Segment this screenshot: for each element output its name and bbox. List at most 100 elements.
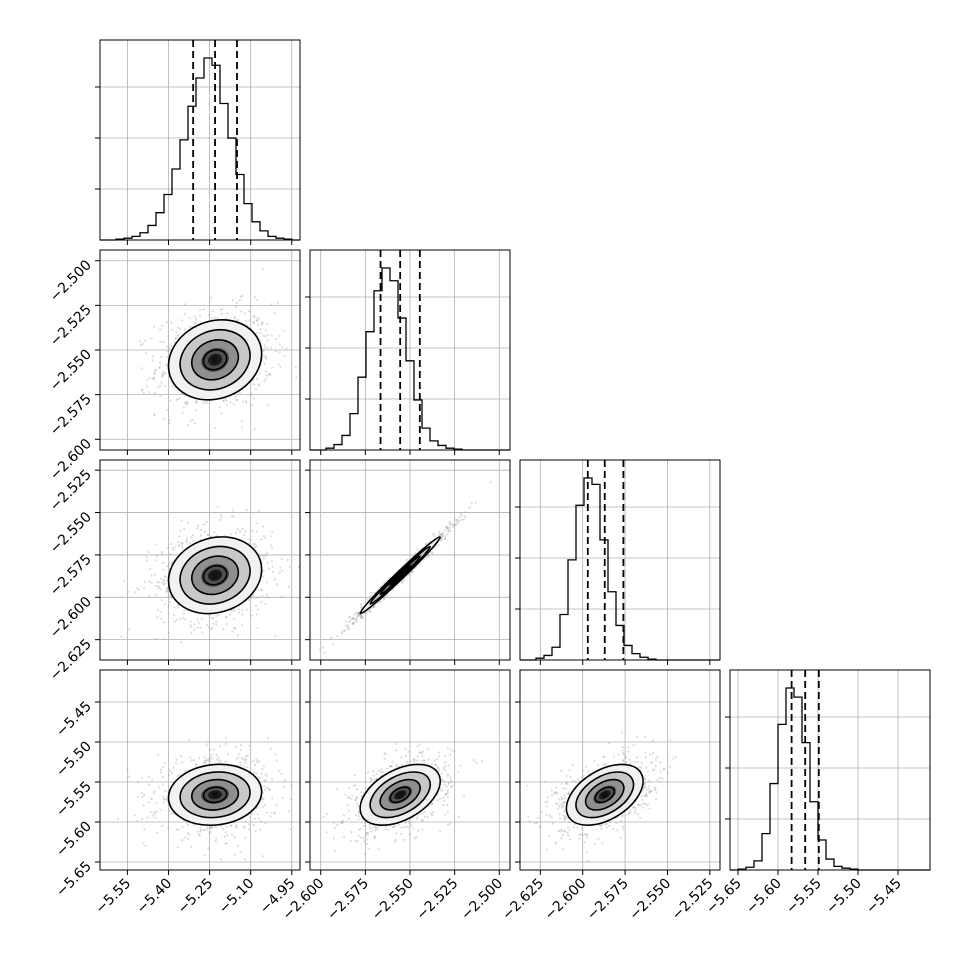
scatter-point [188,317,191,320]
scatter-point [156,608,159,612]
scatter-point [96,362,98,364]
scatter-point [199,827,202,830]
scatter-point [177,828,180,832]
scatter-point [241,294,244,297]
scatter-point [244,759,247,762]
scatter-point [257,509,260,512]
scatter-point [395,765,398,768]
scatter-point [181,547,184,550]
scatter-point [188,738,191,741]
scatter-point [383,597,386,600]
scatter-point [354,798,357,801]
scatter-point [289,798,292,801]
scatter-point [234,627,237,630]
scatter-point [264,356,268,359]
contour-line [389,786,411,804]
scatter-point [401,581,404,585]
scatter-point [415,817,419,820]
scatter-point [144,339,147,342]
scatter-point [244,762,247,765]
scatter-point [351,616,355,620]
x-tick-label: −2.550 [369,876,417,924]
histogram-panel-3: −5.65−5.60−5.55−5.50−5.45 [703,669,931,918]
scatter-point [244,319,248,323]
contour-line [379,778,421,811]
scatter-point [209,755,212,759]
scatter-point [432,811,435,814]
scatter-point [280,596,283,599]
y-tick-label: −5.50 [53,739,95,781]
scatter-point [357,613,360,616]
scatter-point [268,788,271,791]
scatter-point [447,781,450,785]
scatter-point [420,752,424,755]
scatter-point [162,801,165,804]
scatter-point [264,773,267,776]
scatter-point [340,632,344,635]
scatter-point [178,544,181,547]
scatter-point [278,769,281,772]
x-tick-label: −5.45 [863,876,905,918]
scatter-point [245,399,248,403]
scatter-point [153,813,156,816]
contour-line [359,763,441,826]
scatter-point [252,322,255,325]
scatter-point [161,561,165,565]
scatter-point [351,622,355,626]
scatter-point [401,763,404,767]
scatter-point [253,817,256,820]
scatter-point [427,747,430,751]
scatter-point [622,751,625,754]
density-panel-2-1 [305,459,511,665]
scatter-point [208,757,211,761]
scatter-point [255,596,258,599]
scatter-point [244,530,247,533]
scatter-point [256,760,259,764]
scatter-point [410,571,413,574]
scatter-point [175,828,178,831]
scatter-point [251,614,254,617]
scatter-point [271,366,274,369]
scatter-point [263,536,266,540]
scatter-point [167,827,170,830]
scatter-point [210,826,213,830]
scatter-point [263,355,266,358]
scatter-point [202,762,206,765]
scatter-point [354,839,357,842]
scatter-point [237,756,240,759]
scatter-point [359,616,363,619]
scatter-point [224,736,227,740]
scatter-point [343,629,346,632]
scatter-point [280,557,284,560]
scatter-point [123,579,126,582]
scatter-point [430,762,433,766]
scatter-point [264,779,267,782]
scatter-point [230,533,233,536]
scatter-point [177,544,180,548]
scatter-point [446,795,450,798]
density-panel-2-0: −2.625−2.600−2.575−2.550−2.525 [47,459,301,684]
scatter-point [161,783,165,786]
panel-content [310,742,483,855]
scatter-point [146,816,149,819]
scatter-point [250,393,254,396]
contour-line [202,564,228,586]
scatter-point [165,575,168,578]
scatter-point [263,785,266,788]
scatter-point [165,589,168,593]
scatter-point [163,638,166,641]
scatter-point [195,762,198,766]
y-tick-label: −5.45 [53,699,95,741]
scatter-point [159,768,163,771]
scatter-point [175,758,178,761]
scatter-point [187,837,190,840]
scatter-point [198,834,202,837]
scatter-point [165,345,168,348]
scatter-point [126,590,129,593]
scatter-point [197,833,200,836]
scatter-point [225,825,228,828]
scatter-point [472,759,476,762]
scatter-point [196,626,199,630]
scatter-point [239,530,242,533]
scatter-point [444,525,447,529]
